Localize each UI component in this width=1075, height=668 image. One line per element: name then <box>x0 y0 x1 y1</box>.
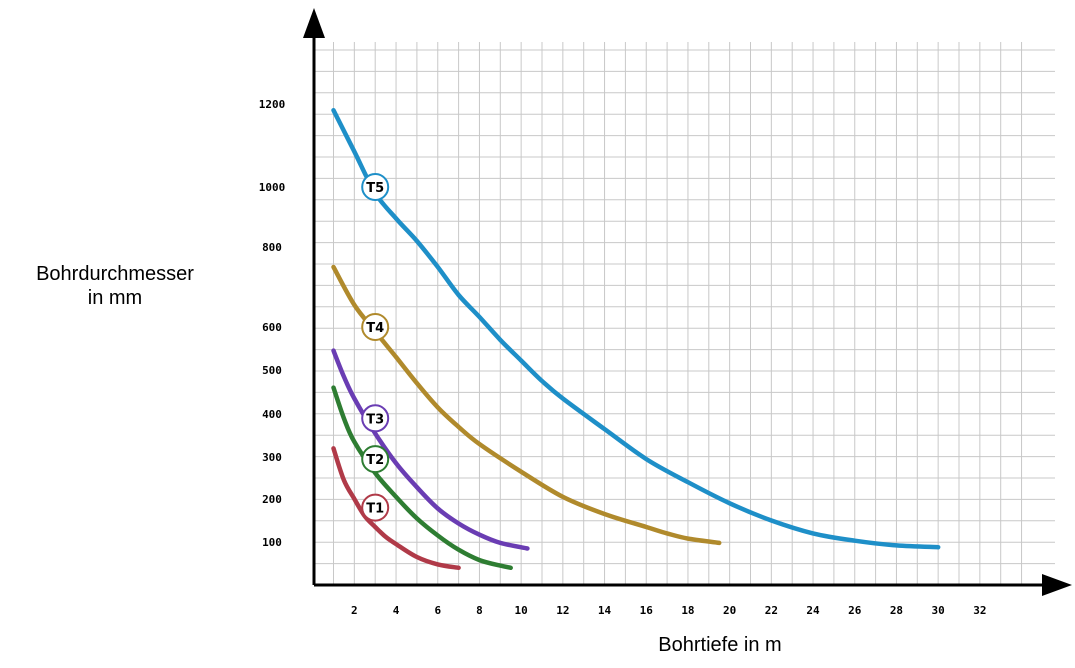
series-badge-circle <box>361 313 390 341</box>
x-tick-label: 26 <box>848 604 862 617</box>
x-tick-label: 30 <box>932 604 945 617</box>
x-tick-label: 20 <box>723 604 736 617</box>
y-axis-label-line-2: in mm <box>87 287 143 309</box>
x-tick-label: 14 <box>598 604 612 617</box>
series-badge-t4: T4 <box>361 313 390 341</box>
x-tick-labels: 2 4 6 8 10 12 14 16 18 20 22 24 26 28 30 32 <box>351 604 986 617</box>
x-tick-label: 18 <box>681 604 694 617</box>
x-tick-label: 4 <box>393 604 400 617</box>
y-tick-label: 1200 <box>259 98 286 111</box>
y-tick-labels: 100 200 300 400 500 600 800 1000 1200 <box>259 98 286 549</box>
x-tick-label: 32 <box>973 604 986 617</box>
y-tick-label: 600 <box>262 321 282 334</box>
series-badge-circle <box>361 173 390 201</box>
axes <box>303 8 1072 596</box>
y-axis-label-line-1: Bohrdurchmesser <box>36 263 194 285</box>
series-badges: T1 T2 T3 T4 T5 <box>361 173 390 522</box>
series-badge-t3: T3 <box>361 404 390 433</box>
y-tick-label: 300 <box>262 451 282 464</box>
x-tick-label: 6 <box>434 604 441 617</box>
series-line-t3 <box>331 348 530 551</box>
series-badge-label: T2 <box>366 453 384 468</box>
y-tick-label: 200 <box>262 493 282 506</box>
series-badge-label: T4 <box>366 321 384 336</box>
series-badge-t2: T2 <box>361 445 390 474</box>
y-tick-label: 1000 <box>259 181 286 194</box>
series-badge-label: T1 <box>366 502 384 517</box>
series-badge-label: T5 <box>366 181 384 196</box>
x-tick-label: 12 <box>556 604 569 617</box>
series-badge-circle <box>361 404 390 433</box>
y-axis-label: Bohrdurchmesser in mm <box>0 262 230 310</box>
series-line-t4 <box>331 264 722 546</box>
x-tick-label: 10 <box>515 604 528 617</box>
x-axis-arrow <box>1042 574 1072 596</box>
x-tick-label: 22 <box>765 604 778 617</box>
y-tick-label: 100 <box>262 536 282 549</box>
series-line-t2 <box>331 385 513 571</box>
x-tick-label: 28 <box>890 604 903 617</box>
series-badge-t1: T1 <box>361 493 390 522</box>
x-tick-label: 16 <box>640 604 654 617</box>
series-badge-circle <box>361 493 390 522</box>
x-tick-label: 24 <box>806 604 820 617</box>
series-line-t1 <box>331 446 461 571</box>
x-axis-label: Bohrtiefe in m <box>658 634 782 656</box>
y-tick-label: 500 <box>262 364 282 377</box>
series-badge-label: T3 <box>366 412 384 427</box>
grid <box>314 42 1055 585</box>
x-tick-label: 2 <box>351 604 358 617</box>
y-tick-label: 400 <box>262 408 282 421</box>
series-badge-t5: T5 <box>361 173 390 201</box>
series-badge-circle <box>361 445 390 474</box>
y-tick-label: 800 <box>262 241 282 254</box>
y-axis-arrow <box>303 8 325 38</box>
series-line-t5 <box>331 107 941 550</box>
x-tick-label: 8 <box>476 604 483 617</box>
